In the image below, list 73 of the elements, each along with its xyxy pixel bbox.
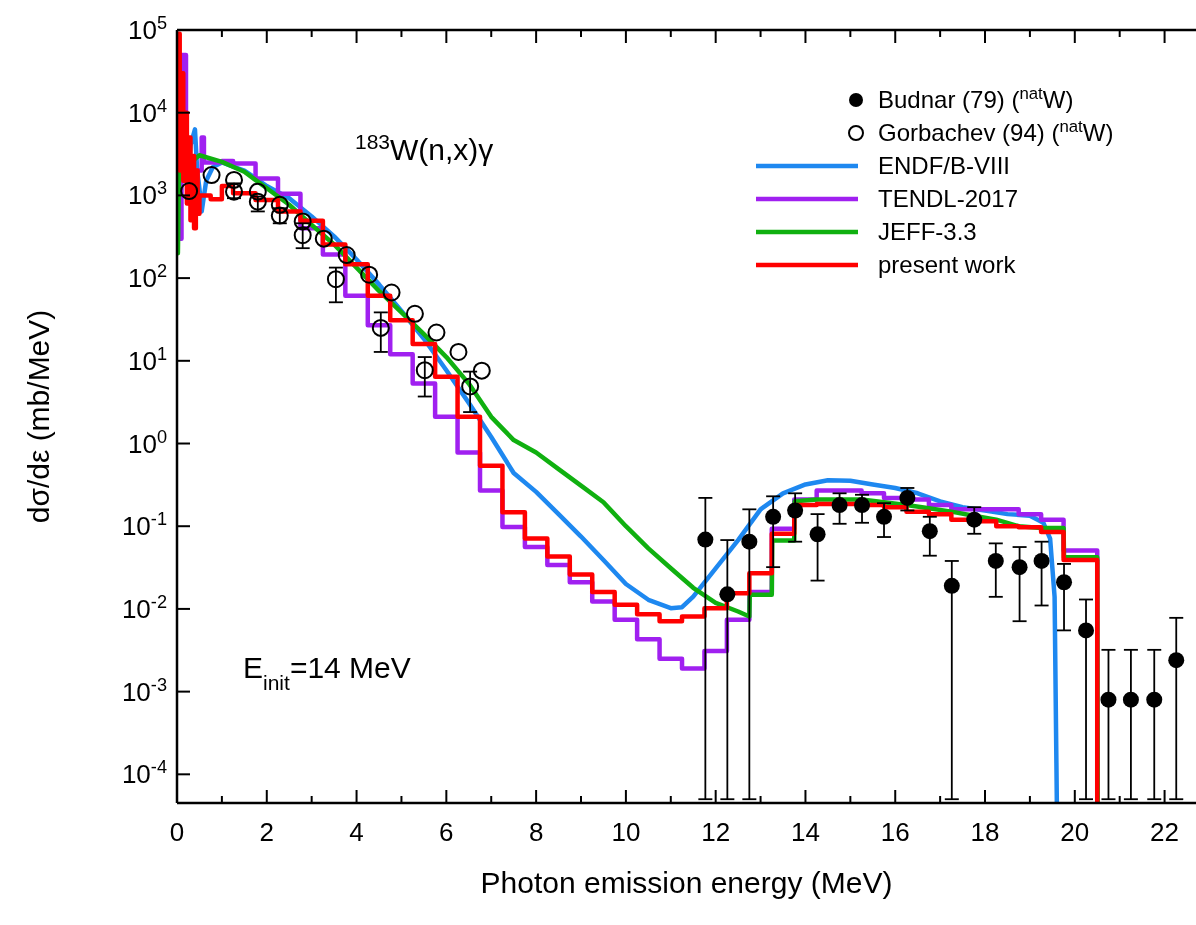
point — [225, 170, 244, 189]
x-tick-label: 6 — [439, 817, 454, 847]
point — [854, 497, 871, 514]
point — [415, 361, 434, 380]
point — [876, 508, 893, 525]
x-tick-label: 8 — [528, 817, 544, 847]
point — [1122, 691, 1139, 708]
point — [809, 526, 826, 543]
y-axis-title: dσ/dε (mb/MeV) — [22, 309, 55, 524]
y-tick-label: 10$^{-3}$ — [121, 674, 167, 707]
point — [943, 577, 960, 594]
point — [180, 182, 199, 201]
point — [449, 342, 468, 361]
point — [966, 511, 983, 528]
point — [987, 552, 1004, 569]
x-tick-label: 22 — [1150, 817, 1180, 847]
legend-label: JEFF-3.3 — [878, 218, 977, 245]
y-tick-label: 10$^{3}$ — [127, 178, 167, 211]
y-tick-label: 10$^{-4}$ — [121, 757, 167, 790]
point — [293, 226, 312, 245]
annotation: $^{183}$W(n,x)γ — [355, 129, 494, 166]
point — [360, 265, 379, 284]
point — [1078, 622, 1095, 639]
point — [921, 523, 938, 540]
legend-label: Budnar (79) ($^{nat}$W) — [878, 83, 1074, 113]
point — [899, 489, 916, 506]
y-tick-label: 10$^{4}$ — [127, 95, 167, 128]
legend-label: TENDL-2017 — [878, 185, 1019, 212]
x-tick-label: 20 — [1060, 817, 1090, 847]
y-tick-label: 10$^{-1}$ — [121, 509, 167, 542]
point — [326, 270, 345, 289]
x-tick-label: 10 — [611, 817, 641, 847]
legend-label: present work — [878, 251, 1017, 278]
x-tick-label: 12 — [701, 817, 731, 847]
x-tick-label: 0 — [169, 817, 185, 847]
y-tick-label: 10$^{0}$ — [127, 426, 167, 459]
point — [405, 304, 424, 323]
point — [472, 361, 491, 380]
point — [248, 182, 267, 201]
point — [314, 229, 333, 248]
point — [1011, 559, 1028, 576]
annotation: E$_{init}$=14 MeV — [243, 651, 411, 694]
point — [371, 318, 390, 337]
point — [831, 497, 848, 514]
point — [697, 531, 714, 548]
x-tick-label: 18 — [970, 817, 1000, 847]
point — [270, 195, 289, 214]
point — [741, 533, 758, 550]
point — [1168, 652, 1185, 669]
point — [1146, 691, 1163, 708]
y-tick-label: 10$^{-2}$ — [121, 591, 167, 624]
point — [719, 586, 736, 603]
point — [461, 377, 480, 396]
point — [382, 283, 401, 302]
x-axis-title: Photon emission energy (MeV) — [480, 866, 893, 899]
x-tick-label: 14 — [791, 817, 820, 847]
point — [765, 508, 782, 525]
x-tick-label: 2 — [259, 817, 275, 847]
point — [1100, 691, 1117, 708]
x-tick-label: 16 — [880, 817, 910, 847]
point — [1056, 574, 1073, 591]
legend-label: Gorbachev (94) ($^{nat}$W) — [878, 116, 1114, 146]
point — [427, 323, 446, 342]
y-tick-label: 10$^{5}$ — [127, 13, 167, 45]
point — [787, 502, 804, 519]
point — [202, 166, 221, 185]
x-tick-label: 4 — [349, 817, 364, 847]
y-tick-label: 10$^{2}$ — [127, 261, 167, 294]
legend-label: ENDF/B-VIII — [878, 152, 1011, 179]
point — [1033, 552, 1050, 569]
point — [337, 246, 356, 265]
y-tick-label: 10$^{1}$ — [127, 343, 167, 376]
point — [293, 212, 312, 231]
